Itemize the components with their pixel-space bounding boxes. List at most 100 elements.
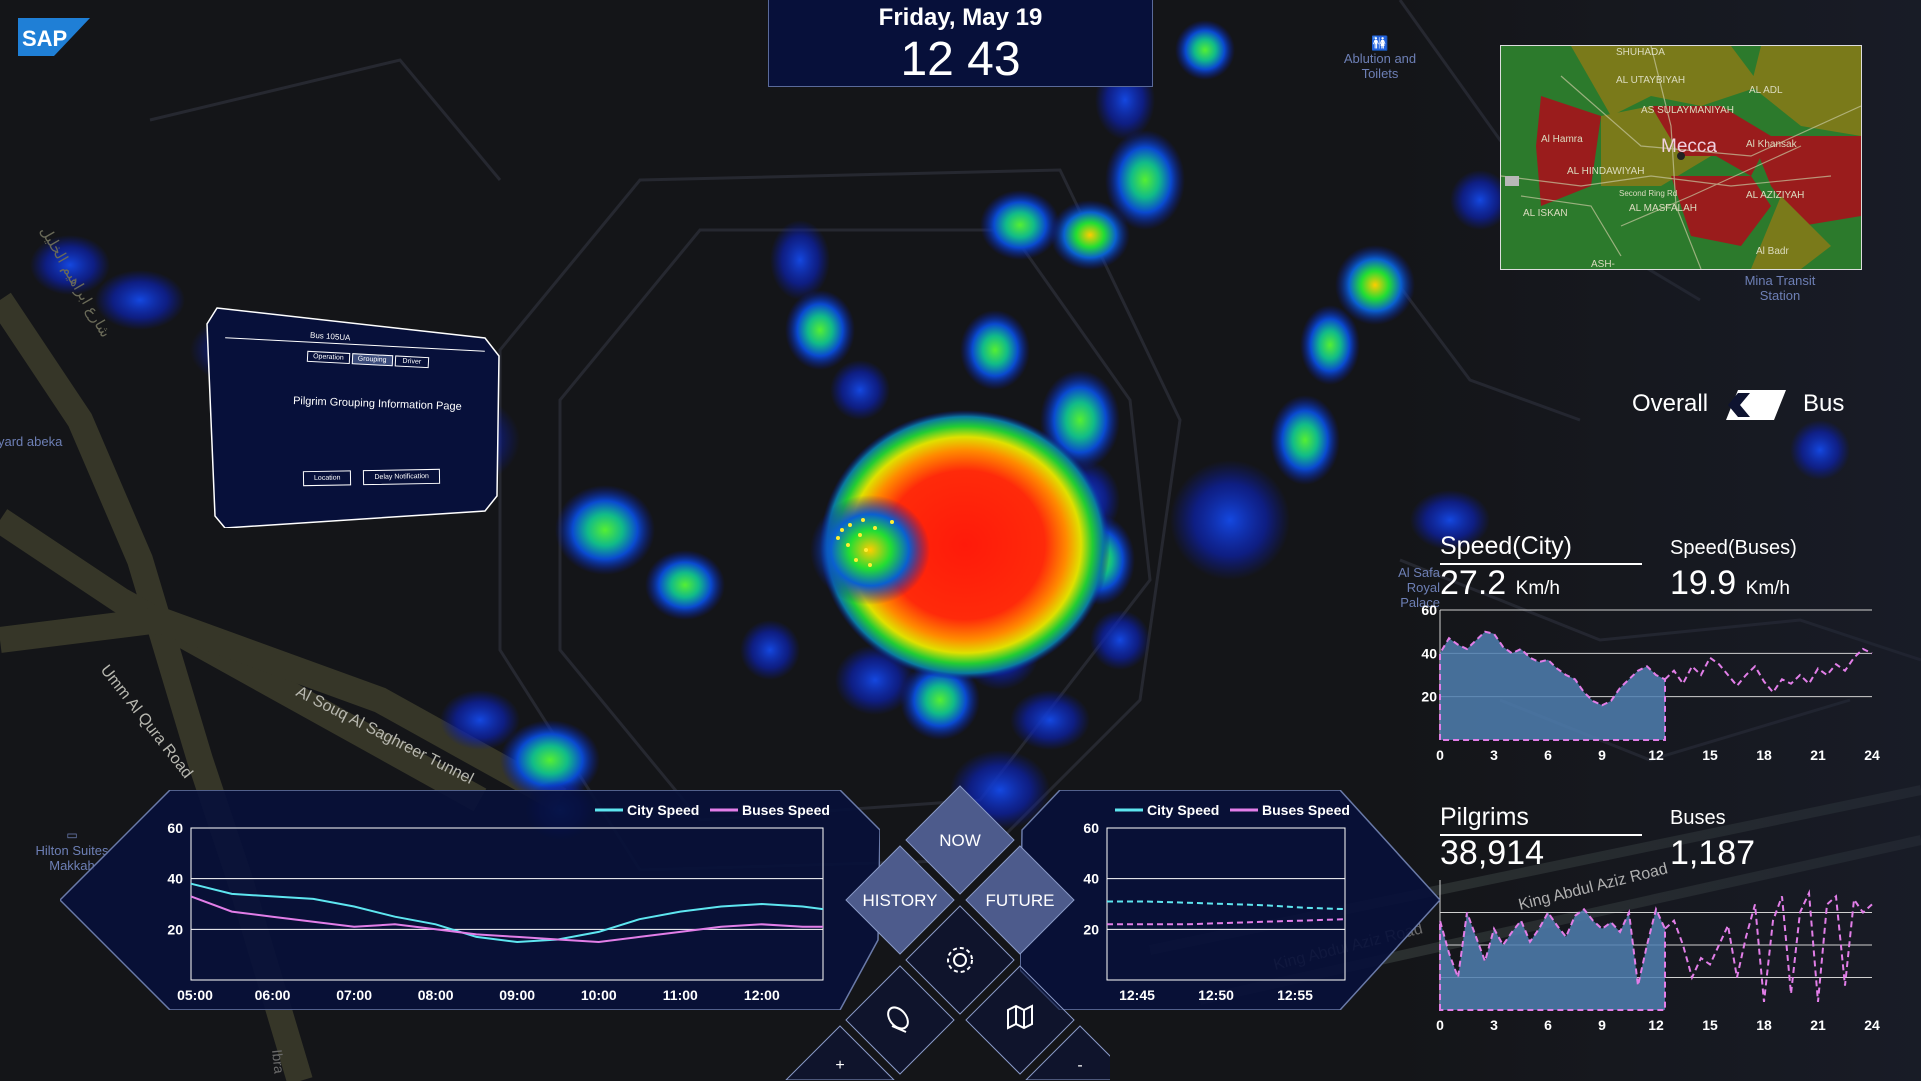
toggle-label-overall[interactable]: Overall (1632, 390, 1709, 417)
tab-grouping[interactable]: Grouping (351, 353, 393, 367)
speed-ytick-1: 40 (1421, 645, 1437, 661)
location-button[interactable]: Location (302, 470, 352, 487)
speed-xtick-6: 18 (1756, 747, 1772, 763)
speed-city-value: 27.2 (1440, 564, 1507, 602)
traffic-minimap-svg: SHUHADA AL UTAYBIYAH AS SULAYMANIYAH AL … (1501, 46, 1861, 269)
sap-logo: SAP (18, 18, 90, 56)
legend-city-label: City Speed (1147, 802, 1219, 818)
datetime-panel: Friday, May 19 12 43 (768, 0, 1153, 87)
map-view-button[interactable] (965, 965, 1075, 1075)
history-xtick-1: 06:00 (255, 987, 291, 1003)
speed-chart: 20 40 60 0 3 6 9 12 15 18 21 24 (1421, 602, 1880, 763)
nav-diamond-cluster: NOW HISTORY FUTURE + - (785, 785, 1110, 1080)
satellite-icon (887, 1006, 909, 1033)
future-xtick-1: 12:50 (1198, 987, 1234, 1003)
poi-mina[interactable]: Mina Transit Station (1740, 273, 1820, 303)
hotel-icon: ▭ (66, 828, 78, 842)
minimap-district-12: ASH- (1591, 259, 1615, 269)
satellite-button[interactable] (845, 965, 955, 1075)
speed-buses-label: Speed(Buses) (1670, 537, 1797, 559)
pil-xtick-7: 21 (1810, 1017, 1826, 1033)
zoom-in-button[interactable]: + (785, 1025, 895, 1080)
history-chart-panel[interactable]: 20 40 60 05:00 06:00 07:00 08:00 09:00 10:00 11:… (60, 790, 880, 1010)
speed-city-unit: Km/h (1515, 578, 1560, 599)
delay-notification-button[interactable]: Delay Notification (363, 468, 441, 486)
pil-xtick-1: 3 (1490, 1017, 1498, 1033)
legend-bus-label: Buses Speed (742, 802, 830, 818)
minimap-district-3: AL ADL (1749, 85, 1783, 96)
future-xtick-0: 12:45 (1119, 987, 1155, 1003)
future-xtick-2: 12:55 (1277, 987, 1313, 1003)
speed-xtick-1: 3 (1490, 747, 1498, 763)
poi-safa[interactable]: Al Safa Royal Palace (1370, 565, 1440, 610)
poi-ablution[interactable]: 🚻 Ablution and Toilets (1340, 35, 1420, 82)
pil-xtick-4: 12 (1648, 1017, 1664, 1033)
speed-buses-unit: Km/h (1745, 578, 1790, 599)
history-xtick-7: 12:00 (744, 987, 780, 1003)
speed-ytick-0: 20 (1421, 689, 1437, 705)
minimap-district-9: AL MASFALAH (1629, 203, 1697, 214)
pil-xtick-0: 0 (1436, 1017, 1444, 1033)
history-xtick-4: 09:00 (499, 987, 535, 1003)
poi-hilton[interactable]: ▭ Hilton Suites Makkah (30, 828, 114, 873)
poi-safa-label: Al Safa Royal Palace (1398, 565, 1440, 610)
speed-buses-readout: 19.9 Km/h (1670, 564, 1790, 603)
toilet-icon: 🚻 (1371, 35, 1389, 51)
tab-driver[interactable]: Driver (394, 355, 430, 369)
speed-xtick-5: 15 (1702, 747, 1718, 763)
speed-city-readout: 27.2 Km/h (1440, 564, 1560, 603)
pilgrims-label: Pilgrims (1440, 803, 1642, 836)
future-button[interactable]: FUTURE (965, 845, 1075, 955)
minimap-district-2: AS SULAYMANIYAH (1641, 105, 1734, 116)
time-label: 12 43 (900, 33, 1021, 86)
bus-info-panel[interactable]: Bus 105UA Operation Grouping Driver Pilg… (205, 306, 505, 528)
speed-xtick-3: 9 (1598, 747, 1606, 763)
legend-bus-label: Buses Speed (1262, 802, 1350, 818)
tab-operation[interactable]: Operation (306, 350, 351, 365)
minimap-district-10: AL ISKAN (1523, 208, 1568, 219)
traffic-minimap[interactable]: SHUHADA AL UTAYBIYAH AS SULAYMANIYAH AL … (1500, 45, 1862, 270)
history-xtick-6: 11:00 (663, 987, 698, 1003)
speed-xtick-2: 6 (1544, 747, 1552, 763)
settings-button[interactable] (905, 905, 1015, 1015)
speed-forecast-line (1664, 647, 1873, 694)
future-legend: City Speed Buses Speed (1115, 802, 1350, 818)
toggle-label-bus[interactable]: Bus (1803, 390, 1845, 417)
history-xtick-0: 05:00 (177, 987, 213, 1003)
future-ytick-0: 20 (1083, 921, 1099, 937)
history-ytick-0: 20 (167, 921, 183, 937)
future-chart-panel[interactable]: 20 40 60 12:45 12:50 12:55 City Speed Buses … (1020, 790, 1440, 1010)
zoom-in-label: + (835, 1057, 844, 1074)
speed-area (1439, 630, 1666, 741)
buses-label: Buses (1670, 807, 1726, 829)
history-city-speed-line (190, 882, 824, 944)
now-button[interactable]: NOW (905, 785, 1015, 895)
history-xtick-5: 10:00 (581, 987, 617, 1003)
pilgrims-area (1439, 906, 1666, 1011)
future-ytick-1: 40 (1083, 871, 1099, 887)
minimap-district-0: SHUHADA (1616, 47, 1665, 58)
pil-xtick-3: 9 (1598, 1017, 1606, 1033)
future-ytick-2: 60 (1083, 820, 1099, 836)
bus-actions: Location Delay Notification (302, 468, 441, 487)
toggle-switch[interactable] (1724, 388, 1788, 422)
minimap-district-8: Second Ring Rd (1619, 189, 1677, 198)
pil-xtick-8: 24 (1864, 1017, 1880, 1033)
speed-buses-value: 19.9 (1670, 564, 1737, 602)
zoom-out-button[interactable]: - (1025, 1025, 1110, 1080)
minimap-district-1: AL UTAYBIYAH (1616, 75, 1685, 86)
speed-xtick-0: 0 (1436, 747, 1444, 763)
history-button[interactable]: HISTORY (845, 845, 955, 955)
street-label-ibra: Ibra (269, 1049, 287, 1075)
history-xtick-2: 07:00 (336, 987, 372, 1003)
speed-xtick-7: 21 (1810, 747, 1826, 763)
overall-bus-toggle[interactable]: Overall Bus (1632, 388, 1852, 422)
zoom-out-label: - (1077, 1057, 1082, 1074)
pilgrims-chart: 0 3 6 9 12 15 18 21 24 (1436, 880, 1880, 1033)
history-ytick-1: 40 (167, 871, 183, 887)
bus-info-frame (206, 307, 500, 528)
history-button-label: HISTORY (863, 891, 938, 910)
date-label: Friday, May 19 (878, 4, 1043, 31)
buses-value: 1,187 (1670, 834, 1756, 872)
pil-xtick-6: 18 (1756, 1017, 1772, 1033)
